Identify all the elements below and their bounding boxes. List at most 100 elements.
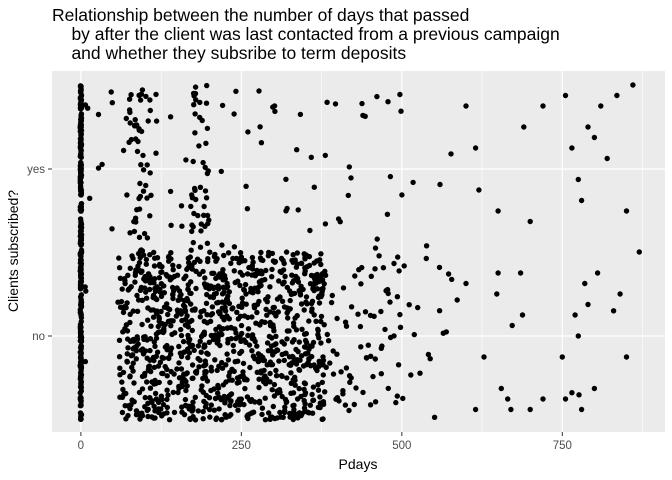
data-point [130,346,136,352]
data-point [168,368,174,375]
data-point [127,230,133,236]
data-point [319,416,325,422]
data-point [159,264,165,270]
data-point [445,271,452,277]
data-point [308,300,315,307]
data-point [258,282,264,289]
data-point [134,207,140,213]
data-point [77,83,84,89]
data-point [306,410,312,416]
data-point [230,342,236,349]
data-point [77,228,84,234]
data-point [245,412,251,418]
data-point [237,350,243,356]
data-point [235,358,241,364]
data-point [260,257,266,264]
data-point [109,226,115,232]
data-point [427,356,433,362]
data-point [472,406,479,413]
data-point [151,249,157,256]
data-point [120,147,127,154]
data-point [362,113,368,120]
data-point [415,304,421,311]
data-point [207,318,214,324]
data-point [449,276,455,283]
data-point [252,338,258,345]
data-point [138,162,144,168]
data-point [202,282,208,288]
data-point [270,352,276,358]
data-point [279,298,286,304]
data-point [290,252,296,258]
data-point [77,224,84,230]
data-point [145,406,151,412]
data-point [141,230,148,237]
data-point [288,370,294,376]
data-point [289,272,295,278]
data-point [436,264,443,271]
data-point [143,261,149,267]
data-point [179,350,186,356]
data-point [206,395,213,401]
data-point [353,385,359,391]
data-point [95,165,102,171]
data-point [182,307,188,313]
data-point [126,139,132,145]
data-point [283,176,289,182]
data-point [124,359,130,365]
data-point [119,379,125,385]
data-point [168,345,175,351]
data-point [572,312,578,318]
data-point [78,204,84,211]
data-point [368,353,374,359]
data-point [129,352,136,358]
data-point [250,290,256,296]
data-point [320,399,327,405]
data-point [208,332,214,339]
data-point [254,309,260,316]
data-point [147,213,153,219]
data-point [241,377,248,383]
data-point [284,336,290,342]
data-point [119,394,126,400]
data-point [216,363,222,369]
data-point [230,305,236,311]
data-point [77,101,84,107]
data-point [342,402,349,408]
data-point [77,216,84,222]
data-point [139,386,146,392]
data-point [182,396,189,403]
data-point [168,222,174,228]
data-point [378,371,384,377]
data-point [130,368,136,374]
data-point [220,284,226,290]
data-point [201,212,207,218]
data-point [87,195,93,201]
data-point [342,319,349,325]
data-point [170,295,176,302]
data-point [320,285,326,292]
data-point [189,192,195,198]
data-point [78,147,84,153]
data-point [191,102,197,108]
data-point [162,363,168,370]
data-point [188,279,194,285]
data-point [78,397,84,403]
data-point [315,326,321,332]
data-point [219,359,225,366]
data-point [562,396,569,402]
data-point [78,187,85,193]
data-point [256,400,263,406]
data-point [224,297,231,303]
data-point [140,351,147,357]
data-point [142,394,148,401]
data-point [280,257,286,264]
data-point [213,290,219,297]
data-point [240,369,246,375]
data-point [78,302,84,308]
data-point [359,100,365,107]
data-point [205,220,211,227]
data-point [437,181,443,188]
data-point [83,288,89,294]
data-point [332,101,339,107]
